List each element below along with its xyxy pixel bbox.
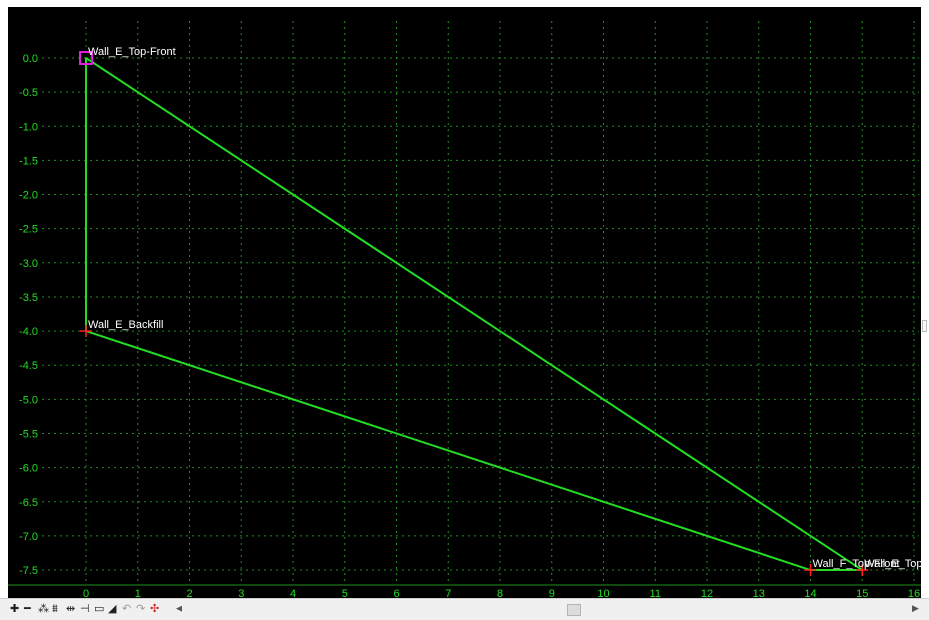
x-tick-label: 11 (650, 588, 661, 598)
profile-viewport[interactable]: 0 1 2 3 4 5 6 7 8 9 10 11 12 13 14 15 16 0.0 -0.5 -1.0 -1.5-… (8, 7, 921, 598)
scrollbar-thumb[interactable] (567, 604, 581, 616)
x-tick-label: 8 (497, 588, 503, 598)
selected-point-marker (79, 51, 93, 65)
window-zoom-icon[interactable]: ▭ (94, 602, 105, 615)
y-tick-label: -3.0 (19, 258, 38, 270)
y-tick-label: -5.0 (19, 394, 38, 406)
profile-point[interactable] (804, 564, 817, 577)
axis-labels: 0 1 2 3 4 5 6 7 8 9 10 11 12 13 14 15 160.0-0.5-1.0-1.5-… (19, 53, 920, 598)
x-tick-label: 12 (701, 588, 713, 598)
bottom-toolbar: ✚ ━ ⁂ ⩩ ⇹ ⊣ ▭ ◢ ↶ ↷ ✣ ◀ ▶ (0, 598, 929, 620)
x-tick-label: 6 (393, 588, 399, 598)
profile-segment[interactable] (85, 330, 811, 571)
remove-point-icon[interactable]: ━ (24, 602, 31, 615)
x-tick-label: 14 (804, 588, 816, 598)
y-tick-label: -4.5 (19, 360, 38, 372)
x-tick-label: 7 (445, 588, 451, 598)
y-tick-label: -4.0 (19, 326, 38, 338)
insert-point-icon[interactable]: ⁂ (38, 602, 49, 615)
point-label: Wall_E_Top-Back (864, 558, 921, 570)
split-segment-icon[interactable]: ⩩ (52, 602, 58, 615)
x-tick-label: 3 (238, 588, 244, 598)
move-vertical-icon[interactable]: ⊣ (80, 602, 90, 615)
profile-points[interactable] (79, 51, 869, 577)
y-tick-label: -0.5 (19, 87, 38, 99)
panel-resize-grip[interactable] (922, 320, 927, 332)
add-point-icon[interactable]: ✚ (10, 602, 20, 615)
y-tick-label: -2.5 (19, 224, 38, 236)
x-tick-label: 13 (753, 588, 765, 598)
y-tick-label: -7.5 (19, 565, 38, 577)
y-tick-label: -1.5 (19, 155, 38, 167)
y-tick-label: -1.0 (19, 121, 38, 133)
x-tick-label: 15 (856, 588, 868, 598)
point-label: Wall_E_Top-Front (88, 46, 176, 58)
y-tick-label: -7.0 (19, 531, 38, 543)
x-tick-label: 2 (186, 588, 192, 598)
x-tick-label: 1 (135, 588, 141, 598)
point-label: Wall_F_Top-Front (813, 558, 900, 570)
y-tick-label: -6.0 (19, 463, 38, 475)
x-tick-label: 9 (549, 588, 555, 598)
template-profile-plot[interactable]: 0 1 2 3 4 5 6 7 8 9 10 11 12 13 14 15 160.0-0.5-1.0-1.5-… (8, 7, 921, 598)
x-tick-label: 10 (597, 588, 609, 598)
x-tick-label: 4 (290, 588, 296, 598)
profile-segments[interactable] (85, 57, 863, 572)
grid-layer (8, 21, 921, 586)
profile-point[interactable] (856, 564, 869, 577)
y-tick-label: -5.5 (19, 428, 38, 440)
fit-view-icon[interactable]: ◢ (108, 602, 117, 615)
y-tick-label: -3.5 (19, 292, 38, 304)
redo-icon[interactable]: ↷ (136, 602, 146, 615)
profile-point[interactable] (79, 51, 93, 65)
y-tick-label: -2.0 (19, 190, 38, 202)
x-tick-label: 0 (83, 588, 89, 598)
y-tick-label: 0.0 (23, 53, 38, 65)
undo-icon[interactable]: ↶ (122, 602, 132, 615)
point-label: Wall_E_Backfill (88, 319, 163, 331)
profile-point[interactable] (80, 325, 92, 338)
x-tick-label: 16 (908, 588, 920, 598)
pan-icon[interactable]: ✣ (150, 602, 160, 615)
horizontal-scrollbar[interactable] (182, 602, 907, 616)
profile-segment[interactable] (85, 57, 863, 571)
scroll-left-icon[interactable]: ◀ (176, 603, 183, 613)
move-horizontal-icon[interactable]: ⇹ (66, 602, 76, 615)
point-labels: Wall_E_Top-Front Wall_E_Backfill Wall_F_To… (88, 46, 921, 570)
y-tick-label: -6.5 (19, 497, 38, 509)
scroll-right-icon[interactable]: ▶ (912, 603, 919, 613)
x-tick-label: 5 (342, 588, 348, 598)
